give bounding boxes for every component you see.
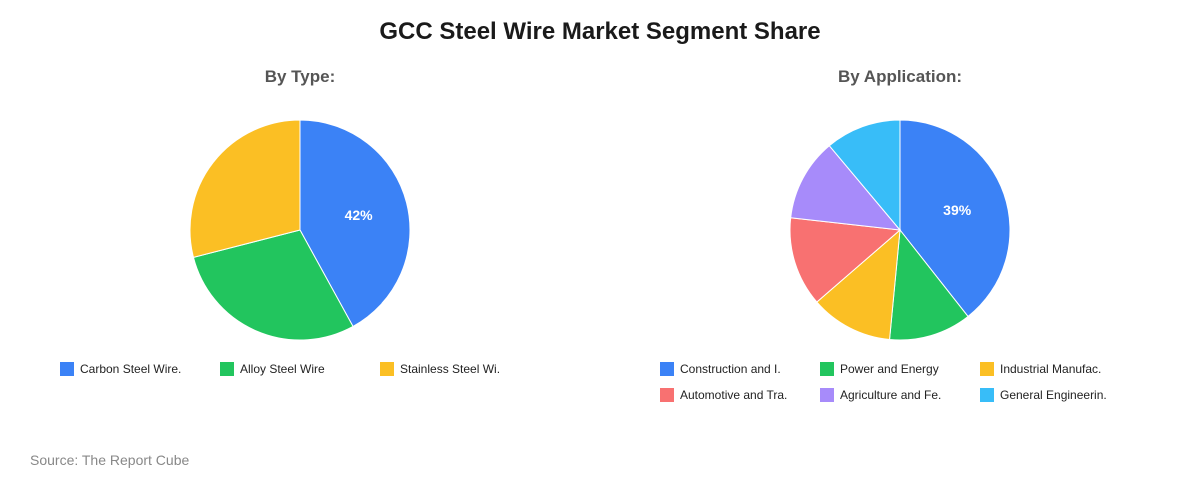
type-legend-swatch	[220, 362, 234, 376]
application-legend-swatch	[980, 362, 994, 376]
application-legend-swatch	[980, 388, 994, 402]
application-legend-swatch	[660, 388, 674, 402]
application-legend-swatch	[660, 362, 674, 376]
application-slice-4	[790, 145, 902, 231]
type-slice-1	[192, 229, 354, 341]
type-legend-label: Stainless Steel Wi.	[400, 362, 501, 376]
type-legend-label: Carbon Steel Wire.	[80, 362, 182, 376]
application-legend-label: Automotive and Tra.	[680, 388, 788, 402]
application-slice-3	[789, 217, 902, 303]
application-legend-label: Agriculture and Fe.	[840, 388, 942, 402]
type-pie-subtitle: By Type:	[264, 67, 336, 86]
application-slice-1	[888, 228, 969, 341]
type-legend-label: Alloy Steel Wire	[240, 362, 325, 376]
chart-title: GCC Steel Wire Market Segment Share	[379, 18, 821, 45]
application-legend-label: General Engineerin.	[1000, 388, 1107, 402]
application-legend-label: Power and Energy	[840, 362, 939, 376]
application-pie-chart: 39%	[789, 119, 1011, 341]
application-pie-subtitle: By Application:	[837, 67, 963, 86]
type-slice-0	[299, 119, 411, 328]
type-slice-2	[189, 119, 301, 258]
application-legend-label: Construction and I.	[680, 362, 781, 376]
application-slice-5	[828, 119, 901, 232]
type-slice-0-label: 42%	[345, 207, 374, 223]
application-slice-2	[816, 228, 901, 341]
type-legend-swatch	[60, 362, 74, 376]
application-slice-0	[899, 119, 1011, 318]
application-legend-label: Industrial Manufac.	[1000, 362, 1102, 376]
application-legend-swatch	[820, 362, 834, 376]
type-pie-chart: 42%	[189, 119, 411, 341]
source-note: Source: The Report Cube	[30, 452, 190, 468]
application-slice-0-label: 39%	[943, 202, 972, 218]
type-legend-swatch	[380, 362, 394, 376]
application-legend-swatch	[820, 388, 834, 402]
